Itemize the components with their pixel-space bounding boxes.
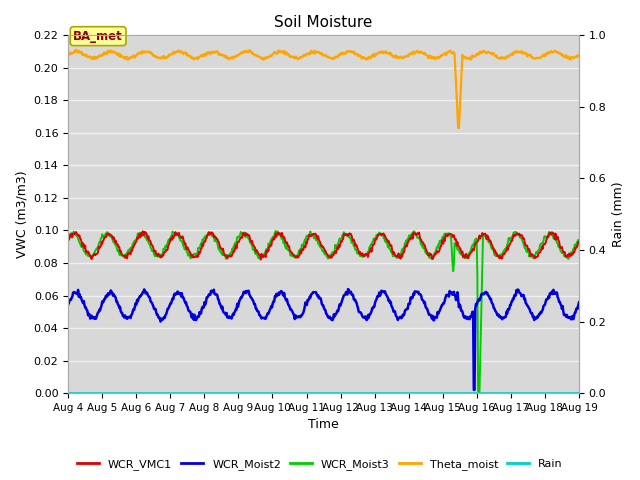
Legend: WCR_VMC1, WCR_Moist2, WCR_Moist3, Theta_moist, Rain: WCR_VMC1, WCR_Moist2, WCR_Moist3, Theta_…	[72, 455, 568, 474]
Title: Soil Moisture: Soil Moisture	[275, 15, 372, 30]
Y-axis label: VWC (m3/m3): VWC (m3/m3)	[15, 170, 28, 258]
Text: BA_met: BA_met	[73, 30, 123, 43]
Y-axis label: Rain (mm): Rain (mm)	[612, 181, 625, 247]
X-axis label: Time: Time	[308, 419, 339, 432]
